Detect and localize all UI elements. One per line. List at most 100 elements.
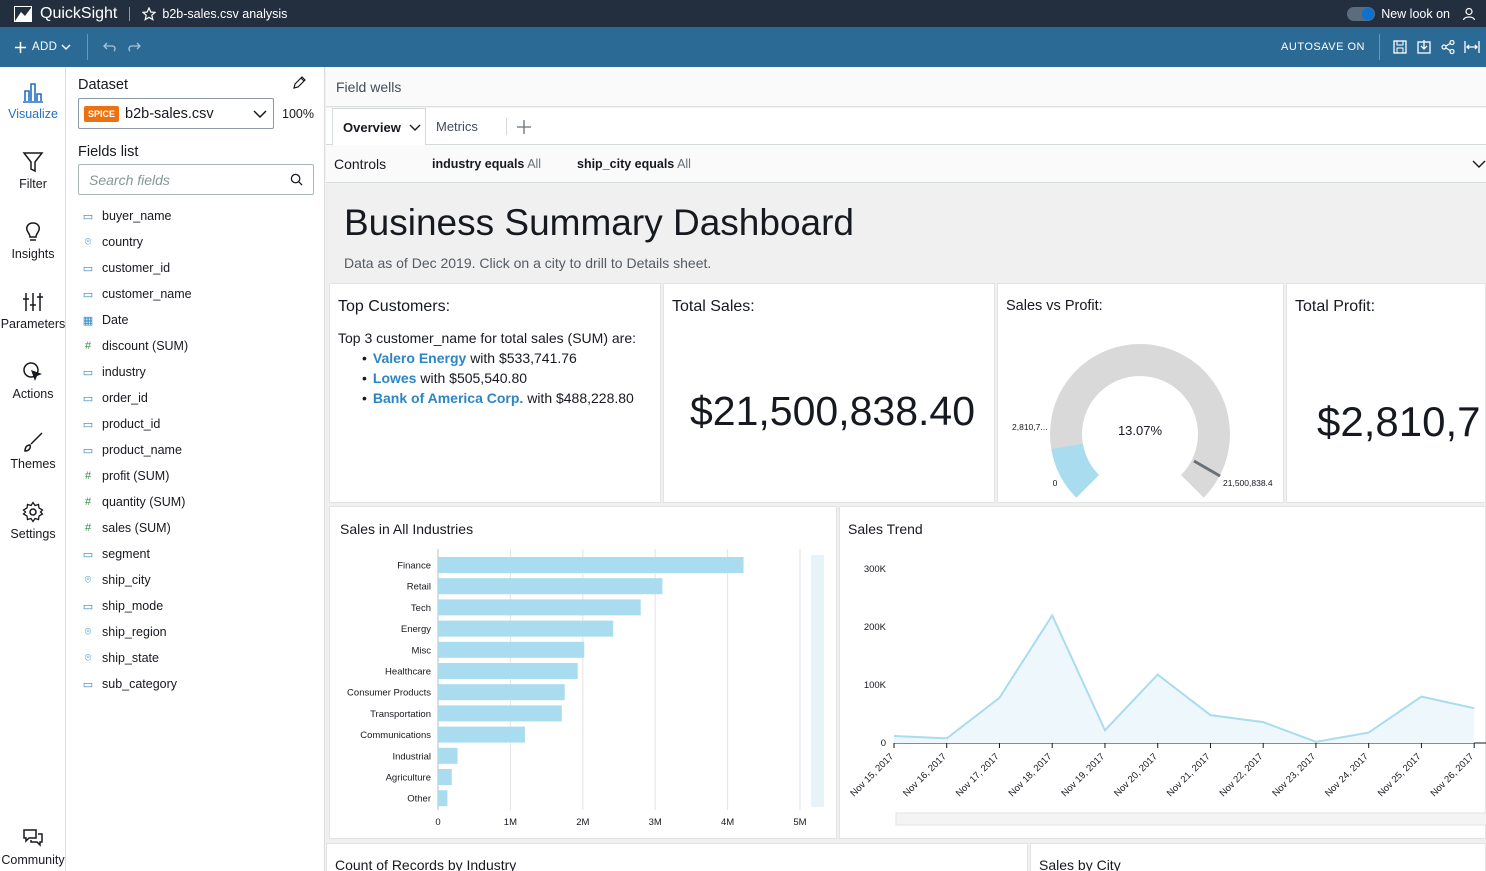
- rail-insights[interactable]: Insights: [0, 221, 66, 261]
- category-label: Energy: [401, 624, 431, 635]
- top-customers-list: Valero Energy with $533,741.76 Lowes wit…: [330, 348, 660, 408]
- x-tick-label: 0: [435, 817, 440, 828]
- field-name: product_id: [102, 417, 161, 431]
- pointer-click-icon: [23, 362, 42, 381]
- sales-vs-profit-card[interactable]: Sales vs Profit: 13.07% 2,810,7... 0 21,…: [997, 283, 1284, 503]
- field-item[interactable]: ⌾ country: [82, 232, 143, 252]
- left-nav-rail: Visualize Filter Insights Parameters Act…: [0, 67, 66, 871]
- bar: [438, 769, 452, 785]
- count-records-card[interactable]: Count of Records by Industry: [326, 843, 1028, 871]
- gauge-value-label: 2,810,7...: [1012, 422, 1047, 432]
- rail-label: Actions: [12, 387, 54, 401]
- dimension-icon: ▭: [82, 262, 94, 275]
- page-title: Business Summary Dashboard: [344, 202, 854, 243]
- field-item[interactable]: # quantity (SUM): [82, 492, 185, 512]
- field-item[interactable]: ▭ product_id: [82, 414, 161, 434]
- divider: [1379, 34, 1380, 60]
- chevron-down-icon[interactable]: [409, 124, 421, 132]
- redo-icon[interactable]: [126, 39, 142, 55]
- industry-bar-chart: 0 1M 2M 3M 4M 5M Finance Retail Tech Energy Misc He…: [347, 549, 824, 828]
- dimension-icon: ▭: [82, 288, 94, 301]
- rail-label: Insights: [11, 247, 55, 261]
- geo-icon: ⌾: [84, 651, 92, 664]
- card-title: Count of Records by Industry: [335, 857, 517, 871]
- search-icon[interactable]: [290, 173, 303, 186]
- scrollbar-track[interactable]: [895, 812, 1486, 826]
- edit-pencil-icon[interactable]: [292, 76, 306, 90]
- new-look-toggle[interactable]: [1347, 6, 1376, 21]
- rail-filter[interactable]: Filter: [0, 151, 66, 191]
- field-item[interactable]: # profit (SUM): [82, 466, 169, 486]
- fields-list-heading: Fields list: [78, 144, 139, 160]
- divider: [506, 118, 507, 135]
- fit-width-icon[interactable]: [1464, 39, 1480, 55]
- field-item[interactable]: # sales (SUM): [82, 518, 171, 538]
- undo-icon[interactable]: [102, 39, 118, 55]
- category-label: Other: [407, 794, 431, 805]
- field-name: country: [102, 235, 143, 249]
- field-item[interactable]: ▭ buyer_name: [82, 206, 172, 226]
- autosave-status[interactable]: AUTOSAVE ON: [1281, 41, 1365, 53]
- sales-by-city-card[interactable]: Sales by City: [1030, 843, 1486, 871]
- field-item[interactable]: ▭ customer_id: [82, 258, 170, 278]
- bar: [438, 684, 565, 701]
- user-icon[interactable]: [1462, 7, 1476, 21]
- dataset-select[interactable]: SPICE b2b-sales.csv: [78, 98, 274, 129]
- total-profit-card[interactable]: Total Profit: $2,810,7: [1286, 283, 1486, 503]
- field-item[interactable]: ⌾ ship_region: [82, 622, 167, 642]
- field-item[interactable]: ▭ order_id: [82, 388, 148, 408]
- field-item[interactable]: ▭ customer_name: [82, 284, 192, 304]
- dimension-icon: ▭: [82, 366, 94, 379]
- chevron-down-icon: [61, 44, 71, 50]
- analysis-name[interactable]: b2b-sales.csv analysis: [162, 6, 288, 21]
- field-item[interactable]: ⌾ ship_city: [82, 570, 151, 590]
- rail-community[interactable]: Community: [0, 827, 66, 867]
- bar: [438, 747, 458, 764]
- rail-actions[interactable]: Actions: [0, 361, 66, 401]
- share-icon[interactable]: [1440, 39, 1456, 55]
- top-bar: QuickSight b2b-sales.csv analysis New lo…: [0, 0, 1486, 27]
- x-tick-label: Nov 24, 2017: [1323, 751, 1371, 799]
- app-brand[interactable]: QuickSight: [40, 4, 118, 22]
- rail-visualize[interactable]: Visualize: [0, 81, 66, 121]
- tab-metrics[interactable]: Metrics: [436, 108, 478, 145]
- customer-link[interactable]: Bank of America Corp.: [372, 390, 524, 406]
- scrollbar-track[interactable]: [811, 555, 824, 807]
- field-item[interactable]: ▭ industry: [82, 362, 146, 382]
- field-item[interactable]: # discount (SUM): [82, 336, 188, 356]
- field-item[interactable]: ⌾ ship_state: [82, 648, 159, 668]
- add-sheet-plus-icon[interactable]: [517, 120, 531, 134]
- sales-trend-card[interactable]: Sales Trend 0 100K 200K 300K Nov 15, 2017 Nov…: [839, 506, 1486, 839]
- rail-themes[interactable]: Themes: [0, 431, 66, 471]
- divider: [129, 6, 131, 21]
- star-icon[interactable]: [142, 6, 157, 21]
- add-button[interactable]: ADD: [14, 41, 71, 54]
- save-icon[interactable]: [1392, 39, 1408, 55]
- field-item[interactable]: ▭ segment: [82, 544, 150, 564]
- top-customers-card[interactable]: Top Customers: Top 3 customer_name for t…: [329, 283, 661, 503]
- field-item[interactable]: ▭ sub_category: [82, 674, 177, 694]
- export-icon[interactable]: [1416, 39, 1432, 55]
- field-item[interactable]: ▭ ship_mode: [82, 596, 163, 616]
- control-industry[interactable]: industry equals All: [432, 157, 541, 171]
- control-name: ship_city equals: [577, 157, 675, 171]
- card-title: Sales by City: [1039, 857, 1121, 871]
- total-sales-value: $21,500,838.40: [690, 388, 975, 434]
- tab-overview[interactable]: Overview: [332, 108, 426, 146]
- sales-industries-card[interactable]: Sales in All Industries 0 1M 2M 3M 4M 5M Finan…: [329, 506, 837, 839]
- field-name: customer_name: [102, 287, 192, 301]
- rail-settings[interactable]: Settings: [0, 501, 66, 541]
- dataset-heading: Dataset: [78, 77, 128, 93]
- customer-link[interactable]: Lowes: [372, 370, 417, 386]
- chevron-down-icon[interactable]: [1472, 160, 1486, 168]
- x-tick-label: Nov 23, 2017: [1270, 751, 1318, 799]
- rail-parameters[interactable]: Parameters: [0, 291, 66, 331]
- y-tick-label: 200K: [864, 622, 887, 633]
- field-item[interactable]: ▭ product_name: [82, 440, 182, 460]
- field-item[interactable]: ▦ Date: [82, 310, 129, 330]
- total-sales-card[interactable]: Total Sales: $21,500,838.40: [663, 283, 995, 503]
- customer-link[interactable]: Valero Energy: [372, 350, 467, 366]
- control-ship-city[interactable]: ship_city equals All: [577, 157, 691, 171]
- field-wells-bar[interactable]: Field wells: [326, 67, 1486, 107]
- search-fields-input[interactable]: [89, 171, 279, 188]
